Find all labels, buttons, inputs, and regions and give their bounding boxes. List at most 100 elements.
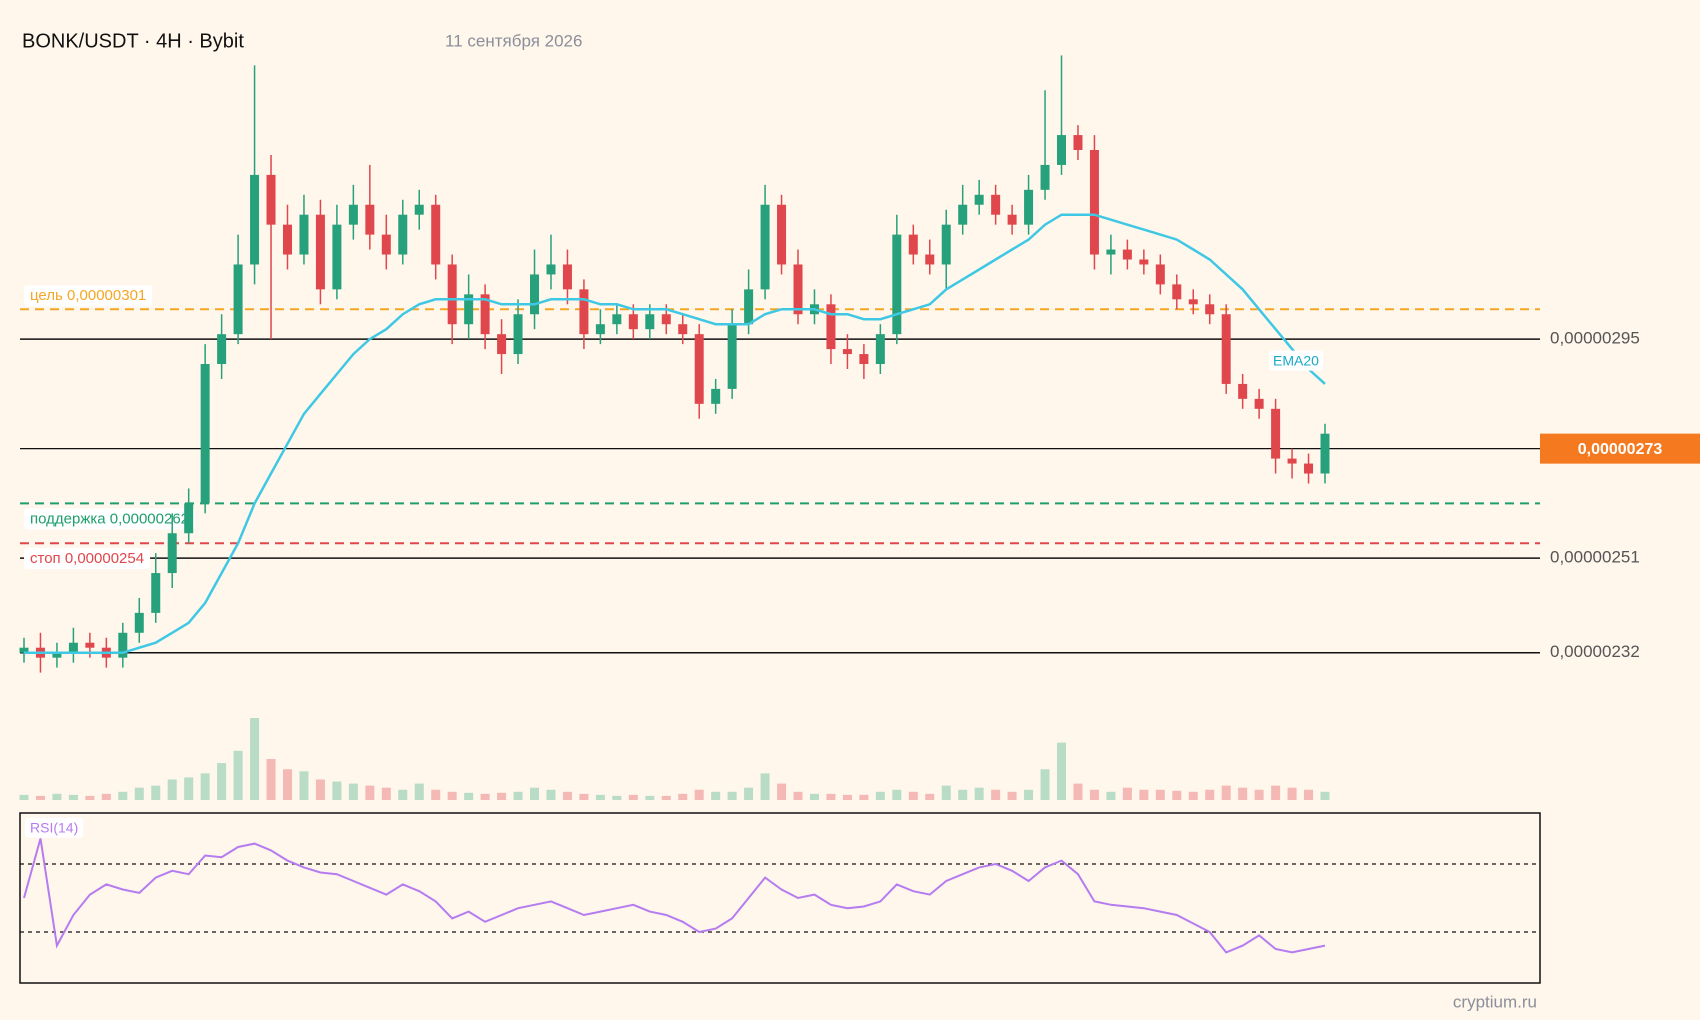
candle-body xyxy=(1221,314,1231,384)
volume-bar xyxy=(958,789,968,800)
volume-bar xyxy=(842,794,852,800)
volume-bar xyxy=(250,718,260,800)
candle-body xyxy=(777,204,787,265)
candle-body xyxy=(332,224,342,290)
candle-body xyxy=(744,289,754,325)
candle-body xyxy=(678,324,688,335)
volume-bar xyxy=(1073,783,1083,800)
candle-body xyxy=(579,289,589,335)
volume-bar xyxy=(793,791,803,800)
y-tick-label: 0,00000251 xyxy=(1550,548,1640,567)
candle-body xyxy=(1155,264,1165,285)
volume-bar xyxy=(892,789,902,800)
volume-bar xyxy=(809,793,819,800)
candle-body xyxy=(167,533,177,574)
volume-bar xyxy=(1106,791,1116,800)
candle-body xyxy=(842,349,852,355)
label-background xyxy=(24,548,151,570)
label-background xyxy=(25,817,84,838)
candle-body xyxy=(19,647,29,653)
level-label: поддержка 0,00000262 xyxy=(30,510,189,527)
candle-body xyxy=(431,204,441,265)
volume-bar xyxy=(925,793,935,800)
candle-body xyxy=(250,174,260,265)
candle-body xyxy=(595,324,605,335)
candle-body xyxy=(1106,249,1116,255)
label-background xyxy=(24,285,153,307)
watermark: cryptium.ru xyxy=(1453,992,1537,1011)
y-tick-label: 0,00000232 xyxy=(1550,642,1640,661)
candle-body xyxy=(826,304,836,350)
volume-bar xyxy=(1155,789,1165,800)
volume-bar xyxy=(645,795,655,800)
volume-bar xyxy=(332,781,342,800)
volume-bar xyxy=(431,789,441,800)
candle-body xyxy=(497,334,507,355)
ema-label: EMA20 xyxy=(1273,353,1319,369)
candle-body xyxy=(217,334,227,365)
chart-title: BONK/USDT · 4H · Bybit xyxy=(22,30,244,52)
candle-body xyxy=(991,194,1001,215)
volume-bar xyxy=(1007,791,1017,800)
candle-body xyxy=(414,204,424,215)
candle-body xyxy=(793,264,803,315)
volume-bar xyxy=(744,787,754,800)
label-background xyxy=(24,508,196,530)
volume-bar xyxy=(1320,791,1330,800)
candle-body xyxy=(974,194,984,205)
volume-bar xyxy=(859,794,869,800)
volume-bar xyxy=(299,771,309,800)
volume-bar xyxy=(875,791,885,800)
volume-bar xyxy=(628,794,638,800)
candle-body xyxy=(1172,284,1182,300)
candle-body xyxy=(628,314,638,330)
candle-body xyxy=(447,264,457,325)
volume-bar xyxy=(941,785,951,800)
candle-body xyxy=(1007,214,1017,225)
candle-body xyxy=(711,388,721,404)
candle-body xyxy=(464,294,474,325)
volume-bar xyxy=(200,773,210,800)
level-label: стоп 0,00000254 xyxy=(30,550,144,567)
volume-bar xyxy=(1221,785,1231,800)
candle-body xyxy=(562,264,572,290)
volume-bar xyxy=(68,794,78,800)
candle-body xyxy=(151,573,161,613)
volume-bar xyxy=(711,791,721,800)
candle-body xyxy=(398,214,408,255)
volume-bar xyxy=(678,793,688,800)
volume-bar xyxy=(530,787,540,800)
candle-body xyxy=(381,234,391,255)
candle-body xyxy=(513,314,523,355)
volume-bar xyxy=(1089,789,1099,800)
candle-body xyxy=(118,632,128,658)
candle-body xyxy=(727,324,737,389)
y-tick-label: 0,00000295 xyxy=(1550,329,1640,348)
volume-bar xyxy=(233,750,243,800)
candle-body xyxy=(530,274,540,315)
candle-body xyxy=(892,234,902,335)
volume-bar xyxy=(35,795,45,800)
volume-bar xyxy=(908,791,918,800)
volume-bar xyxy=(101,793,111,800)
volume-bar xyxy=(447,791,457,800)
candle-body xyxy=(958,204,968,225)
volume-bar xyxy=(398,789,408,800)
current-price-box xyxy=(1540,433,1700,464)
candle-body xyxy=(184,503,194,534)
volume-bar xyxy=(1040,769,1050,800)
level-label: цель 0,00000301 xyxy=(30,287,146,304)
volume-bar xyxy=(85,795,95,800)
candle-body xyxy=(315,214,325,290)
rsi-line xyxy=(23,838,1326,954)
volume-bar xyxy=(546,789,556,800)
volume-bar xyxy=(579,793,589,800)
candle-body xyxy=(1024,189,1034,225)
candle-body xyxy=(661,314,671,325)
volume-bar xyxy=(266,759,276,800)
candle-body xyxy=(1089,150,1099,255)
volume-bar xyxy=(167,779,177,800)
candle-body xyxy=(348,204,358,225)
